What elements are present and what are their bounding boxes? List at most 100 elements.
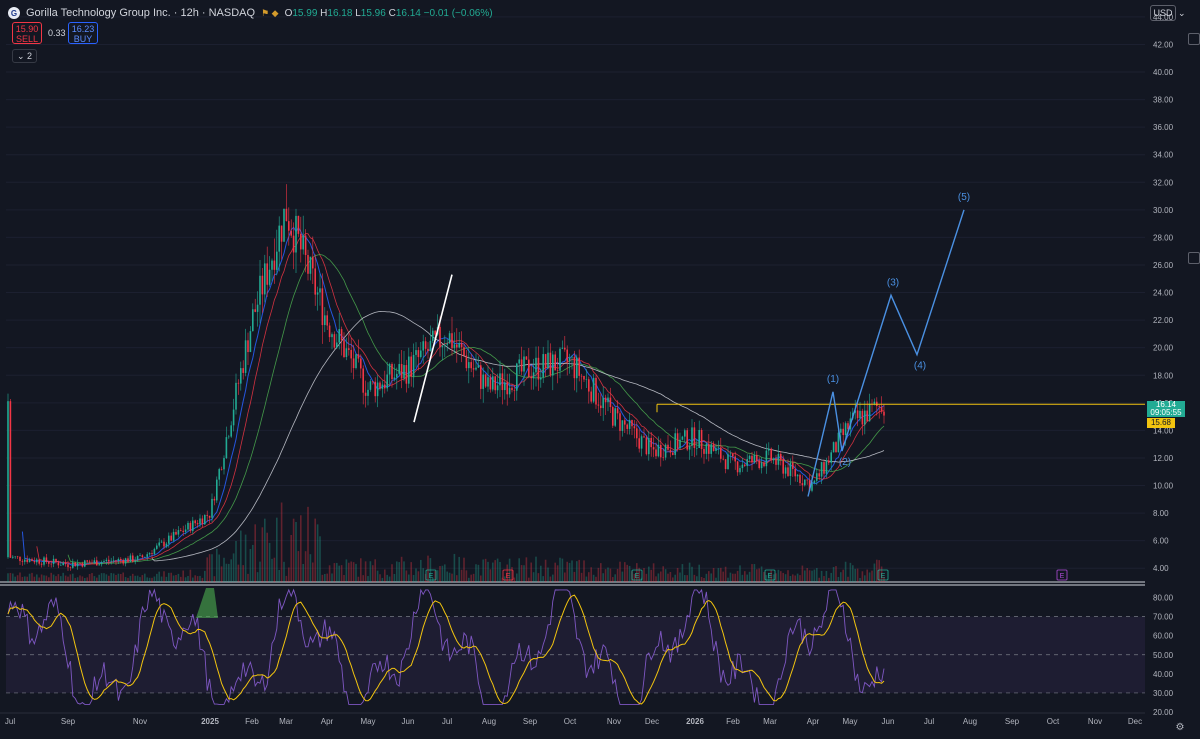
volume-bar — [91, 573, 93, 582]
volume-bar — [602, 573, 604, 582]
candle-body — [458, 343, 460, 348]
volume-bar — [571, 560, 573, 582]
candle-body — [225, 437, 228, 459]
candle-body — [429, 340, 432, 352]
candle-body — [45, 557, 48, 563]
price-tick-label: 38.00 — [1153, 96, 1174, 105]
candle-body — [194, 520, 196, 524]
volume-bar — [794, 575, 796, 582]
candle-body — [868, 403, 871, 422]
candle-body — [148, 553, 151, 555]
price-tick-label: 40.00 — [1153, 68, 1174, 77]
buy-button[interactable]: 16.23 BUY — [68, 22, 98, 44]
volume-bar — [105, 574, 108, 582]
layout-icon[interactable] — [1188, 33, 1200, 45]
volume-bar — [590, 567, 592, 582]
wave-label: (2) — [839, 457, 851, 468]
candle-body — [192, 520, 194, 532]
volume-bar — [182, 570, 184, 582]
volume-bar — [391, 564, 393, 582]
volume-bar — [830, 572, 832, 582]
candle-body — [532, 372, 535, 379]
volume-bar — [554, 562, 556, 582]
sell-button[interactable]: 15.90 SELL — [12, 22, 42, 44]
volume-bar — [228, 563, 230, 582]
volume-bar — [180, 576, 182, 582]
candle-body — [12, 556, 14, 558]
earnings-marker — [764, 569, 776, 581]
candle-body — [564, 347, 566, 350]
candle-body — [304, 235, 307, 256]
volume-bar — [537, 573, 540, 582]
volume-bar — [84, 577, 86, 582]
symbol-title[interactable]: Gorilla Technology Group Inc. · 12h · NA… — [26, 7, 256, 19]
candle-body — [669, 449, 672, 453]
candle-body — [744, 464, 746, 466]
candle-body — [264, 263, 266, 295]
volume-bar — [499, 561, 501, 582]
volume-bar — [813, 569, 816, 582]
company-logo-icon: G — [8, 7, 20, 19]
price-tick-label: 18.00 — [1153, 371, 1174, 380]
volume-bar — [16, 575, 19, 582]
volume-bar — [165, 576, 168, 582]
rsi-tick-label: 40.00 — [1153, 670, 1174, 679]
elliott-wave-projection — [807, 209, 965, 497]
drawings[interactable]: (1) (2) (3) (4) (5) — [413, 192, 1145, 497]
candle-body — [326, 315, 328, 326]
volume-bar — [21, 576, 24, 582]
candle-body — [717, 447, 720, 449]
candle-body — [444, 344, 446, 346]
candle-body — [228, 436, 230, 438]
volume-bar — [403, 561, 405, 582]
volume-bar — [345, 559, 348, 582]
volume-bar — [828, 577, 830, 582]
volume-bar — [799, 575, 801, 582]
volume-bar — [328, 565, 331, 582]
candle-body — [230, 425, 232, 437]
candle-body — [93, 560, 96, 563]
volume-bar — [840, 572, 842, 582]
currency-selector[interactable]: USD — [1150, 5, 1176, 21]
volume-bar — [732, 573, 734, 582]
candle-body — [808, 480, 811, 491]
volume-bar — [859, 577, 861, 582]
candle-body — [117, 558, 120, 561]
volume-bar — [681, 564, 684, 582]
volume-bar — [470, 574, 472, 582]
time-tick-label: Jun — [402, 717, 415, 726]
candle-body — [679, 439, 681, 449]
volume-bar — [199, 575, 201, 582]
volume-bar — [26, 576, 28, 582]
volume-bar — [81, 576, 84, 582]
candle-body — [806, 479, 808, 481]
candle-body — [340, 329, 343, 341]
indicators-toggle[interactable]: ⌄ 2 — [12, 49, 38, 63]
volume-bar — [453, 553, 456, 582]
volume-bar — [650, 569, 652, 582]
volume-bar — [324, 573, 326, 582]
volume-bar — [607, 567, 609, 582]
volume-bar — [595, 576, 597, 582]
panel-toggle-icon[interactable] — [1188, 252, 1200, 264]
chevron-down-icon[interactable]: ⌄ — [1178, 8, 1186, 18]
volume-bar — [804, 570, 806, 582]
volume-bar — [583, 560, 585, 582]
volume-bar — [208, 554, 211, 582]
candle-body — [415, 350, 417, 355]
volume-bar — [211, 554, 213, 582]
candle-body — [456, 344, 458, 348]
volume-bar — [597, 567, 600, 582]
volume-bar — [439, 565, 441, 582]
candle-body — [170, 535, 172, 541]
candle-body — [76, 563, 79, 567]
time-tick-label: Sep — [61, 717, 76, 726]
price-tick-label: 42.00 — [1153, 40, 1174, 49]
volume-bar — [194, 575, 196, 582]
rsi-ma-line — [7, 594, 885, 705]
candle-body — [362, 368, 364, 393]
candle-body — [609, 397, 612, 408]
volume-bar — [62, 572, 64, 582]
candle-body — [314, 268, 316, 295]
